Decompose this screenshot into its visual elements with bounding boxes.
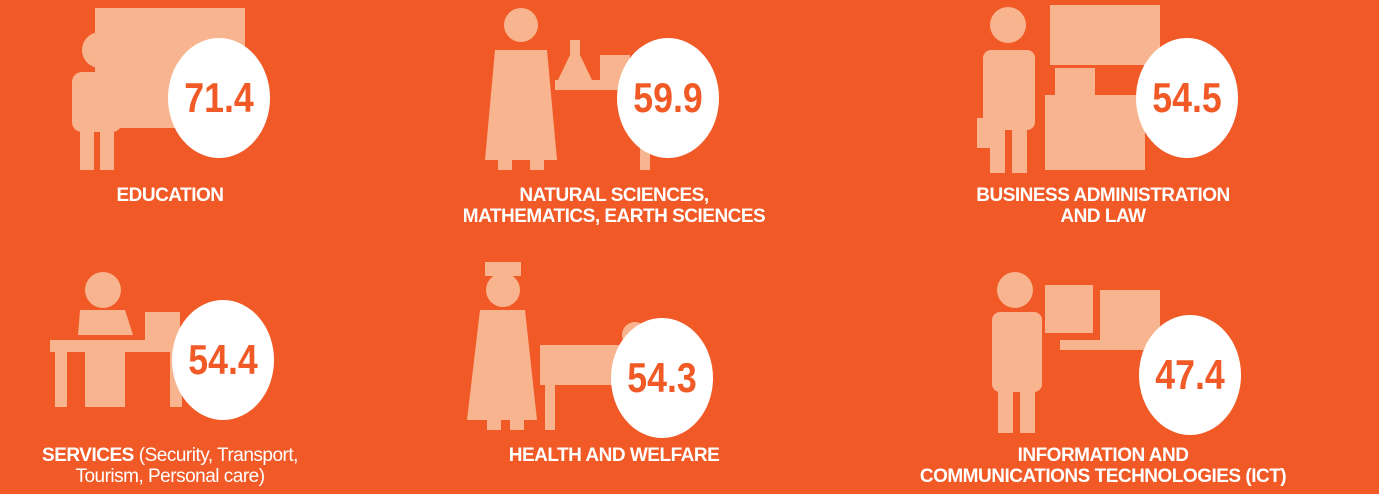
label-line: Tourism, Personal care) (0, 466, 390, 487)
label-line: HEALTH AND WELFARE (394, 445, 834, 466)
label-text: EDUCATION (116, 185, 223, 206)
category-label: HEALTH AND WELFARE (394, 445, 834, 466)
value-circle: 71.4 (168, 38, 270, 158)
label-line: BUSINESS ADMINISTRATION (883, 185, 1323, 206)
label-text: NATURAL SCIENCES, (519, 185, 708, 206)
label-line: INFORMATION AND (883, 445, 1323, 466)
label-detail: Tourism, Personal care) (75, 466, 264, 487)
label-line: EDUCATION (0, 185, 390, 206)
category-label: EDUCATION (0, 185, 390, 206)
ict-icon (992, 272, 1160, 433)
label-text: SERVICES (42, 445, 134, 466)
value-circle: 54.3 (611, 318, 713, 438)
label-text: INFORMATION AND (1018, 445, 1189, 466)
label-text: BUSINESS ADMINISTRATION (976, 185, 1229, 206)
label-text: HEALTH AND WELFARE (509, 445, 720, 466)
label-line: MATHEMATICS, EARTH SCIENCES (394, 206, 834, 227)
label-text: AND LAW (1060, 206, 1145, 227)
label-line: SERVICES(Security, Transport, (0, 445, 390, 466)
page: 71.4 EDUCATION 59.9 NATURAL SCIENCES,MATHEM… (0, 0, 1379, 494)
value-circle: 54.5 (1136, 38, 1238, 158)
category-label: NATURAL SCIENCES,MATHEMATICS, EARTH SCIE… (394, 185, 834, 227)
value-circle: 47.4 (1139, 315, 1241, 435)
services-icon (50, 272, 185, 407)
label-line: COMMUNICATIONS TECHNOLOGIES (ICT) (883, 466, 1323, 487)
label-text: MATHEMATICS, EARTH SCIENCES (463, 206, 765, 227)
value-circle: 54.4 (172, 300, 274, 420)
value-circle: 59.9 (617, 38, 719, 158)
business-icon (977, 5, 1160, 173)
label-detail: (Security, Transport, (139, 445, 298, 466)
category-label: SERVICES(Security, Transport,Tourism, Pe… (0, 445, 390, 487)
label-line: AND LAW (883, 206, 1323, 227)
label-line: NATURAL SCIENCES, (394, 185, 834, 206)
label-text: COMMUNICATIONS TECHNOLOGIES (ICT) (920, 466, 1286, 487)
